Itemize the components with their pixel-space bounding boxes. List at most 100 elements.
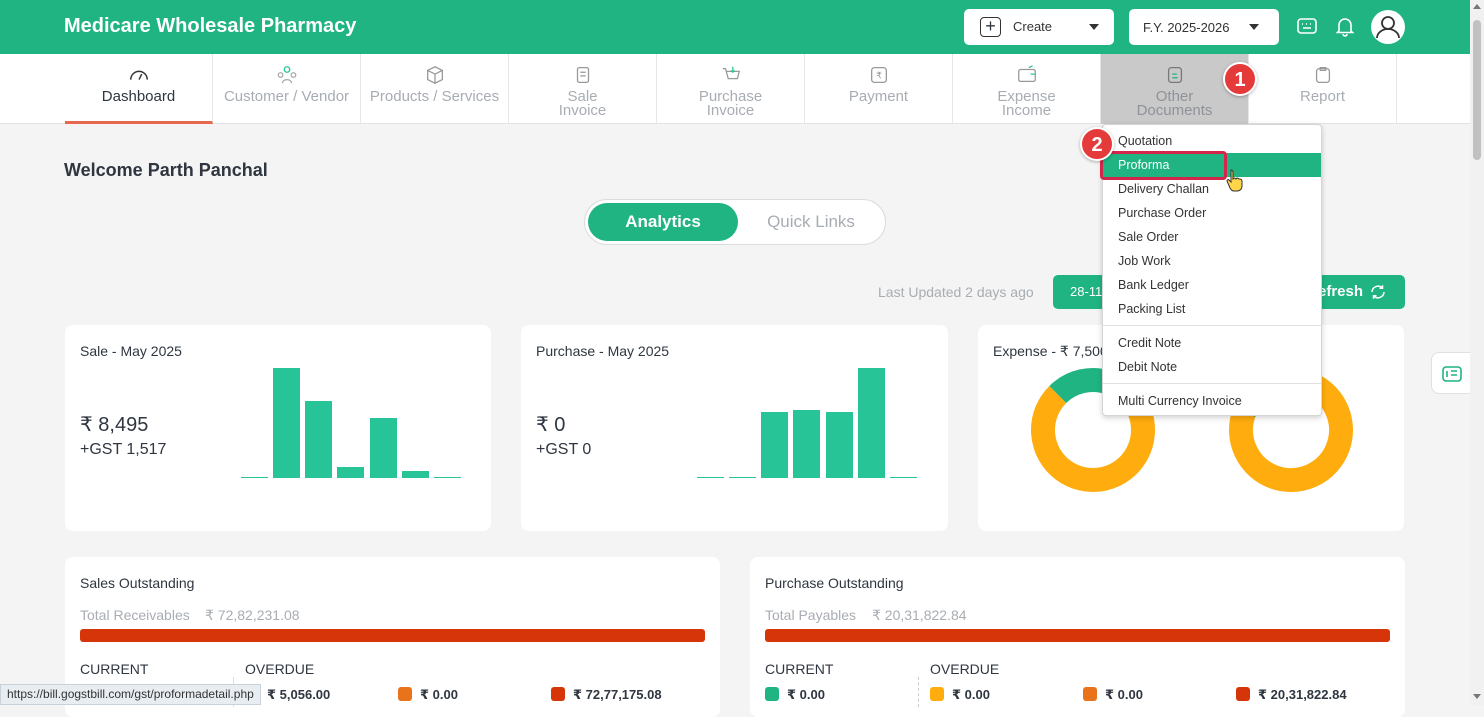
- analytics-toggle[interactable]: Analytics: [588, 203, 738, 241]
- app-title: Medicare Wholesale Pharmacy: [64, 15, 357, 37]
- purchase-gst: +GST 0: [536, 441, 592, 458]
- sale-gst: +GST 1,517: [80, 441, 167, 458]
- last-updated-text: Last Updated 2 days ago: [878, 284, 1034, 300]
- scroll-up-arrow[interactable]: [1473, 4, 1481, 9]
- tab-purchase-invoice[interactable]: Purchase Invoice: [657, 54, 805, 124]
- card-icon: [1442, 366, 1462, 382]
- view-toggle: Analytics Quick Links: [584, 199, 886, 245]
- wallet-icon: [1017, 65, 1036, 83]
- sale-card-title: Sale - May 2025: [80, 343, 182, 359]
- tab-label-line1: Purchase: [698, 88, 763, 105]
- tab-report[interactable]: Report: [1249, 54, 1397, 124]
- menu-divider: [1103, 383, 1321, 384]
- current-label: CURRENT: [765, 661, 834, 677]
- gauge-icon: [129, 70, 148, 80]
- menu-item-debit-note[interactable]: Debit Note: [1118, 360, 1178, 374]
- sales-outstanding-title: Sales Outstanding: [80, 575, 195, 591]
- chart-bar: [433, 476, 461, 478]
- document-icon: [1167, 67, 1182, 83]
- fiscal-year-select[interactable]: F.Y. 2025-2026: [1129, 9, 1279, 45]
- tab-sale-invoice[interactable]: Sale Invoice: [509, 54, 657, 124]
- current-label: CURRENT: [80, 661, 149, 677]
- tab-customer-vendor[interactable]: Customer / Vendor: [213, 54, 361, 124]
- overdue-label: OVERDUE: [245, 661, 315, 677]
- purchase-bar-chart: [697, 365, 922, 478]
- purchase-amount-3: ₹ 0.00: [1105, 687, 1143, 702]
- purchase-amount-2: ₹ 0.00: [952, 687, 990, 702]
- tab-label-line2: Income: [1001, 102, 1052, 119]
- chart-bar: [857, 368, 885, 478]
- menu-divider: [1103, 325, 1321, 326]
- side-panel-button[interactable]: [1431, 352, 1471, 394]
- purchase-amount: ₹ 0: [536, 414, 566, 436]
- invoice-icon: [576, 67, 589, 83]
- bell-icon[interactable]: [1333, 14, 1357, 38]
- tab-label: Products / Services: [369, 88, 500, 105]
- chart-bar: [337, 467, 365, 478]
- step-badge-2: 2: [1080, 127, 1114, 161]
- divider: [918, 677, 919, 707]
- box-icon: [426, 66, 443, 84]
- create-button[interactable]: + Create: [964, 9, 1114, 45]
- purchase-amount-4: ₹ 20,31,822.84: [1258, 687, 1347, 702]
- tab-label: Payment: [848, 88, 909, 105]
- user-avatar[interactable]: [1371, 10, 1405, 44]
- menu-item-job-work[interactable]: Job Work: [1118, 254, 1171, 268]
- total-receivables-label: Total Receivables: [80, 607, 190, 623]
- purchase-outstanding-title: Purchase Outstanding: [765, 575, 904, 591]
- sale-card: Sale - May 2025 ₹ 8,495 +GST 1,517: [65, 325, 491, 531]
- plus-icon: +: [980, 17, 1001, 37]
- menu-item-delivery-challan[interactable]: Delivery Challan: [1118, 182, 1210, 196]
- page-scrollbar[interactable]: [1470, 0, 1484, 705]
- date-range-button[interactable]: 28-11: [1053, 275, 1108, 309]
- keyboard-icon[interactable]: [1295, 14, 1319, 38]
- scroll-down-arrow[interactable]: [1473, 694, 1481, 699]
- menu-item-bank-ledger[interactable]: Bank Ledger: [1118, 278, 1189, 292]
- sales-amount-2: ₹ 0.00: [420, 687, 458, 702]
- other-documents-menu: Quotation Proforma Delivery Challan Purc…: [1102, 124, 1322, 416]
- tab-products-services[interactable]: Products / Services: [361, 54, 509, 124]
- tab-label: Dashboard: [101, 88, 176, 105]
- refresh-icon: [1371, 285, 1385, 299]
- tab-expense-income[interactable]: Expense Income: [953, 54, 1101, 124]
- tab-dashboard[interactable]: Dashboard: [65, 54, 213, 124]
- create-label: Create: [1013, 19, 1053, 34]
- chart-bar: [241, 476, 268, 478]
- menu-item-proforma[interactable]: Proforma: [1103, 153, 1321, 177]
- step-badge-1: 1: [1223, 62, 1257, 96]
- tab-label-line2: Invoice: [558, 102, 607, 119]
- tab-label: Customer / Vendor: [223, 88, 350, 105]
- menu-item-packing-list[interactable]: Packing List: [1118, 302, 1186, 316]
- menu-item-purchase-order[interactable]: Purchase Order: [1118, 206, 1207, 220]
- chart-bar: [729, 476, 757, 478]
- chart-bar: [825, 412, 853, 478]
- chart-bar: [793, 409, 821, 478]
- menu-item-credit-note[interactable]: Credit Note: [1118, 336, 1182, 350]
- chevron-down-icon: [1089, 24, 1099, 30]
- receivables-bar: [80, 629, 705, 642]
- fiscal-year-label: F.Y. 2025-2026: [1143, 20, 1230, 35]
- app-header: Medicare Wholesale Pharmacy + Create F.Y…: [0, 0, 1470, 54]
- tab-label-line2: Invoice: [706, 102, 755, 119]
- legend-swatch: [1236, 687, 1250, 701]
- sales-amount-1: ₹ 5,056.00: [267, 687, 331, 702]
- menu-item-multi-currency-invoice[interactable]: Multi Currency Invoice: [1118, 394, 1242, 408]
- hand-cursor-icon: [1226, 169, 1243, 192]
- menu-item-sale-order[interactable]: Sale Order: [1118, 230, 1179, 244]
- users-icon: [277, 66, 296, 84]
- menu-item-quotation[interactable]: Quotation: [1118, 134, 1173, 148]
- payables-bar: [765, 629, 1390, 642]
- total-payables-value: ₹ 20,31,822.84: [872, 607, 967, 623]
- total-receivables-value: ₹ 72,82,231.08: [205, 607, 300, 623]
- legend-swatch: [551, 687, 565, 701]
- total-payables-label: Total Payables: [765, 607, 857, 623]
- quick-links-toggle[interactable]: Quick Links: [767, 212, 855, 231]
- tab-other-documents[interactable]: Other Documents: [1101, 54, 1249, 124]
- purchase-card: Purchase - May 2025 ₹ 0 +GST 0: [521, 325, 948, 531]
- chart-bar: [305, 401, 333, 478]
- clipboard-icon: [1315, 67, 1330, 83]
- purchase-card-title: Purchase - May 2025: [536, 343, 670, 359]
- tab-payment[interactable]: ₹ Payment: [805, 54, 953, 124]
- scrollbar-thumb[interactable]: [1473, 20, 1481, 160]
- tab-label: Report: [1299, 88, 1346, 105]
